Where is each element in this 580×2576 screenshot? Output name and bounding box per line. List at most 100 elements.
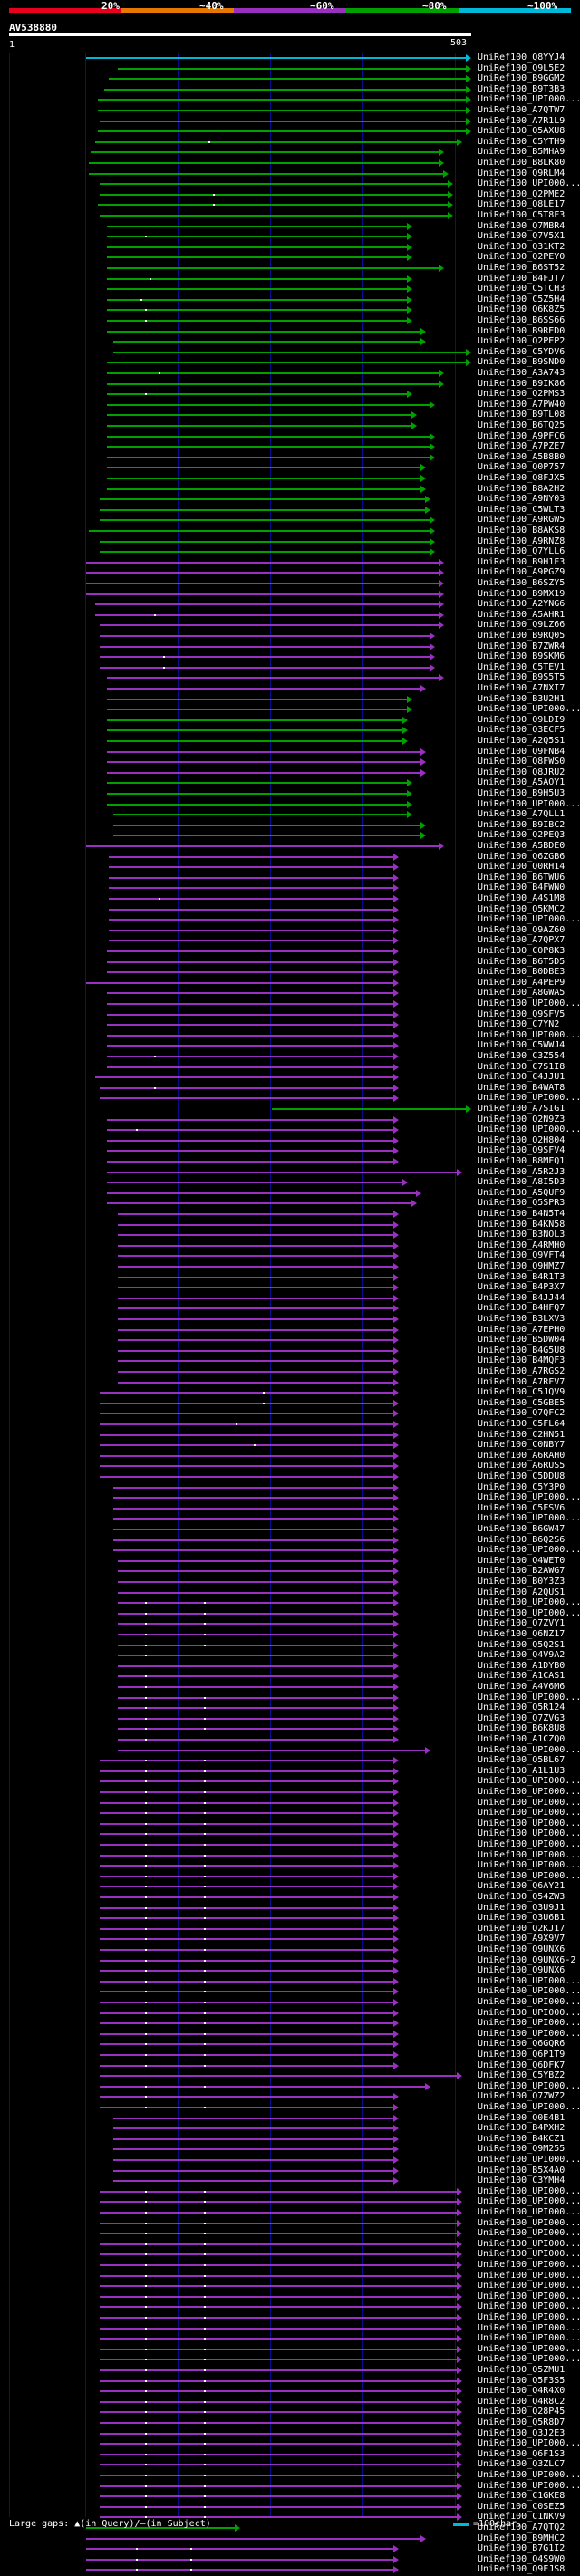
hit-row[interactable]: UniRef100_Q2PEP2 [0,336,580,348]
hit-row[interactable]: UniRef100_UPI000... [0,1808,580,1819]
hit-row[interactable]: UniRef100_B3NOL3 [0,1230,580,1241]
hit-row[interactable]: UniRef100_C1NKV9 [0,2512,580,2523]
hit-label[interactable]: UniRef100_A5B8B0 [478,451,566,462]
hit-row[interactable]: UniRef100_C7YN2 [0,1019,580,1031]
hit-label[interactable]: UniRef100_Q4WET0 [478,1555,566,1566]
hit-label[interactable]: UniRef100_Q7QFC2 [478,1408,566,1419]
hit-label[interactable]: UniRef100_B9T3B3 [478,83,566,94]
hit-label[interactable]: UniRef100_UPI000... [478,2343,580,2354]
hit-label[interactable]: UniRef100_B4FJT7 [478,273,566,284]
hit-label[interactable]: UniRef100_B6K8U8 [478,1723,566,1734]
hit-label[interactable]: UniRef100_A5QUF9 [478,1187,566,1198]
hit-label[interactable]: UniRef100_A4S1M8 [478,893,566,903]
hit-row[interactable]: UniRef100_A5R2J3 [0,1167,580,1179]
hit-row[interactable]: UniRef100_Q31KT2 [0,242,580,254]
hit-label[interactable]: UniRef100_B3LXV3 [478,1314,566,1324]
hit-label[interactable]: UniRef100_UPI000... [478,999,580,1008]
hit-row[interactable]: UniRef100_B9IK86 [0,379,580,391]
hit-label[interactable]: UniRef100_C3YMH4 [478,2176,566,2186]
hit-row[interactable]: UniRef100_B0DBE3 [0,967,580,979]
hit-row[interactable]: UniRef100_Q2PME2 [0,189,580,201]
hit-label[interactable]: UniRef100_Q2PMS3 [478,389,566,400]
hit-row[interactable]: UniRef100_C3Z554 [0,1051,580,1063]
hit-label[interactable]: UniRef100_B8MFQ1 [478,1156,566,1166]
hit-label[interactable]: UniRef100_B4KCZ1 [478,2133,566,2144]
hit-row[interactable]: UniRef100_A1DYB0 [0,1661,580,1673]
hit-row[interactable]: UniRef100_Q5F3S5 [0,2376,580,2388]
hit-row[interactable]: UniRef100_UPI000... [0,2291,580,2303]
hit-label[interactable]: UniRef100_A6RAH0 [478,1450,566,1461]
hit-label[interactable]: UniRef100_Q5F3S5 [478,2375,566,2386]
hit-row[interactable]: UniRef100_Q3U9J1 [0,1903,580,1915]
hit-label[interactable]: UniRef100_A1CZQ0 [478,1734,566,1744]
hit-label[interactable]: UniRef100_Q9SFV5 [478,1008,566,1019]
hit-row[interactable]: UniRef100_Q54ZW3 [0,1892,580,1904]
hit-row[interactable]: UniRef100_Q28P45 [0,2407,580,2418]
hit-row[interactable]: UniRef100_UPI000... [0,1093,580,1105]
hit-row[interactable]: UniRef100_Q4R4X0 [0,2386,580,2398]
hit-label[interactable]: UniRef100_A8GWA5 [478,988,566,999]
hit-row[interactable]: UniRef100_UPI000... [0,2301,580,2313]
hit-row[interactable]: UniRef100_Q6ZGB6 [0,852,580,863]
hit-label[interactable]: UniRef100_UPI000... [478,2438,580,2449]
hit-label[interactable]: UniRef100_B0DBE3 [478,967,566,978]
hit-row[interactable]: UniRef100_B2AWG7 [0,1566,580,1577]
hit-label[interactable]: UniRef100_C1NKV9 [478,2512,566,2523]
hit-label[interactable]: UniRef100_Q2PME2 [478,188,566,199]
hit-row[interactable]: UniRef100_Q5KMC2 [0,904,580,916]
hit-row[interactable]: UniRef100_B4KN58 [0,1220,580,1231]
hit-label[interactable]: UniRef100_UPI000... [478,2207,580,2217]
hit-row[interactable]: UniRef100_Q5AXU8 [0,126,580,138]
hit-label[interactable]: UniRef100_A7PZE7 [478,441,566,452]
hit-row[interactable]: UniRef100_A6RUS5 [0,1461,580,1472]
hit-row[interactable]: UniRef100_C3YMH4 [0,2176,580,2187]
hit-row[interactable]: UniRef100_B9H5U3 [0,788,580,800]
hit-label[interactable]: UniRef100_Q5R8D7 [478,2417,566,2427]
hit-label[interactable]: UniRef100_B5MHA9 [478,147,566,158]
hit-label[interactable]: UniRef100_B4WAT8 [478,1082,566,1093]
hit-row[interactable]: UniRef100_Q8JRU2 [0,767,580,779]
hit-row[interactable]: UniRef100_UPI000... [0,2344,580,2356]
hit-label[interactable]: UniRef100_Q9SFV4 [478,1145,566,1156]
hit-row[interactable]: UniRef100_B6TQ25 [0,420,580,432]
hit-label[interactable]: UniRef100_A5AHR1 [478,609,566,620]
hit-label[interactable]: UniRef100_UPI000... [478,1597,580,1608]
hit-row[interactable]: UniRef100_Q5R124 [0,1703,580,1714]
hit-row[interactable]: UniRef100_UPI000... [0,1986,580,1998]
hit-label[interactable]: UniRef100_UPI000... [478,2322,580,2333]
hit-label[interactable]: UniRef100_Q8LE17 [478,199,566,210]
hit-label[interactable]: UniRef100_C1GKE8 [478,2491,566,2502]
hit-label[interactable]: UniRef100_Q9UNX6 [478,1944,566,1954]
hit-row[interactable]: UniRef100_UPI000... [0,2081,580,2093]
hit-row[interactable]: UniRef100_A7RFV7 [0,1377,580,1389]
hit-label[interactable]: UniRef100_A7PW40 [478,399,566,410]
hit-row[interactable]: UniRef100_Q6NZ17 [0,1629,580,1641]
hit-row[interactable]: UniRef100_Q9LDI9 [0,715,580,727]
hit-label[interactable]: UniRef100_UPI000... [478,2007,580,2018]
hit-label[interactable]: UniRef100_B9H1F3 [478,556,566,567]
hit-row[interactable]: UniRef100_B8LK80 [0,158,580,169]
hit-row[interactable]: UniRef100_Q9UNX6 [0,1965,580,1977]
hit-row[interactable]: UniRef100_UPI000... [0,914,580,926]
hit-label[interactable]: UniRef100_Q0E4B1 [478,2112,566,2123]
hit-row[interactable]: UniRef100_Q9RLM4 [0,169,580,180]
hit-row[interactable]: UniRef100_B3U2H1 [0,694,580,706]
hit-label[interactable]: UniRef100_B8A2H2 [478,483,566,494]
hit-row[interactable]: UniRef100_B6K8U8 [0,1723,580,1735]
hit-label[interactable]: UniRef100_Q3ZLC7 [478,2459,566,2470]
hit-label[interactable]: UniRef100_A9RNZ8 [478,535,566,546]
hit-row[interactable]: UniRef100_A6RAH0 [0,1451,580,1462]
hit-row[interactable]: UniRef100_A7PW40 [0,400,580,411]
hit-label[interactable]: UniRef100_UPI000... [478,2196,580,2207]
hit-label[interactable]: UniRef100_UPI000... [478,1860,580,1871]
hit-label[interactable]: UniRef100_C5GBE5 [478,1397,566,1408]
hit-label[interactable]: UniRef100_Q5R124 [478,1703,566,1713]
hit-row[interactable]: UniRef100_A9RGW5 [0,515,580,526]
hit-row[interactable]: UniRef100_B5DW04 [0,1335,580,1346]
hit-label[interactable]: UniRef100_A7NXI7 [478,683,566,693]
hit-row[interactable]: UniRef100_C4JJU1 [0,1072,580,1084]
hit-row[interactable]: UniRef100_UPI000... [0,2323,580,2335]
hit-label[interactable]: UniRef100_UPI000... [478,1492,580,1503]
hit-label[interactable]: UniRef100_Q8JRU2 [478,767,566,777]
hit-row[interactable]: UniRef100_A5AOY1 [0,777,580,789]
